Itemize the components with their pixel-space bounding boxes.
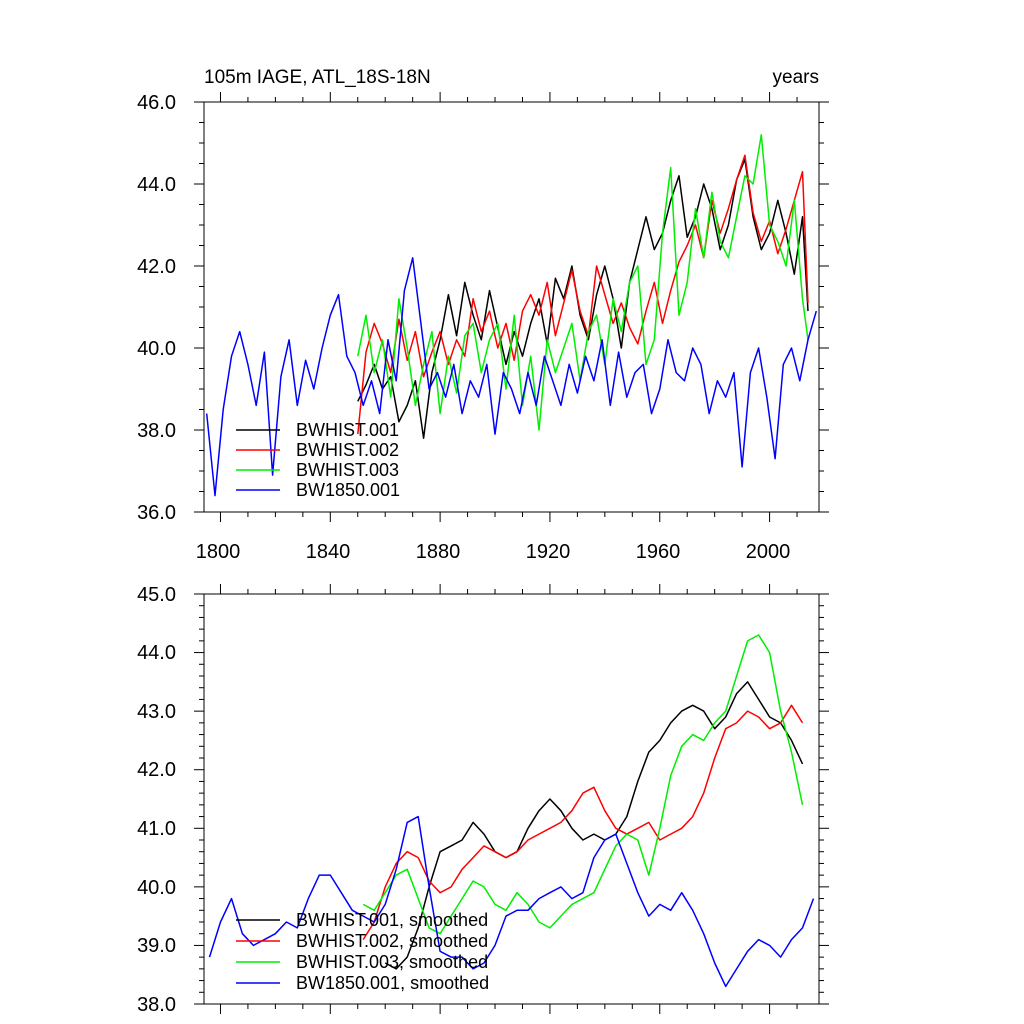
y-tick-label: 40.0 xyxy=(137,877,176,899)
y-tick-label: 38.0 xyxy=(137,994,176,1016)
legend-label-bwhist-002-smoothed: BWHIST.002, smoothed xyxy=(296,931,488,951)
top-panel: 105m IAGE, ATL_18S-18N years 46.0 44.0 4… xyxy=(137,67,829,563)
top-legend: BWHIST.001 BWHIST.002 BWHIST.003 BW1850.… xyxy=(236,420,400,500)
bottom-axis-ticks xyxy=(194,584,829,1014)
series-line-bwhist-003 xyxy=(357,134,809,431)
bottom-plot-frame xyxy=(203,593,820,1005)
y-tick-label: 43.0 xyxy=(137,701,176,723)
y-tick-label: 44.0 xyxy=(137,174,176,196)
legend-label-bw1850-001-smoothed: BW1850.001, smoothed xyxy=(296,973,489,993)
y-tick-label: 42.0 xyxy=(137,256,176,278)
legend-label-bwhist-002: BWHIST.002 xyxy=(296,440,399,460)
legend-label-bwhist-001: BWHIST.001 xyxy=(296,420,399,440)
y-tick-label: 39.0 xyxy=(137,935,176,957)
bottom-panel: 45.0 44.0 43.0 42.0 41.0 40.0 39.0 38.0 … xyxy=(137,584,829,1016)
y-tick-label: 36.0 xyxy=(137,502,176,524)
series-line-bw1850-001 xyxy=(205,257,818,497)
y-tick-label: 42.0 xyxy=(137,759,176,781)
legend-label-bwhist-001-smoothed: BWHIST.001, smoothed xyxy=(296,910,488,930)
legend-label-bwhist-003-smoothed: BWHIST.003, smoothed xyxy=(296,952,488,972)
y-tick-label: 40.0 xyxy=(137,338,176,360)
y-tick-label: 45.0 xyxy=(137,584,176,606)
y-tick-label: 41.0 xyxy=(137,818,176,840)
x-tick-label: 1880 xyxy=(416,541,461,563)
legend-label-bw1850-001: BW1850.001 xyxy=(296,480,400,500)
x-tick-label: 1920 xyxy=(526,541,571,563)
bottom-y-tick-labels: 45.0 44.0 43.0 42.0 41.0 40.0 39.0 38.0 xyxy=(137,584,176,1016)
y-tick-label: 46.0 xyxy=(137,92,176,114)
top-axis-ticks xyxy=(194,92,829,522)
bottom-series-lines xyxy=(208,634,815,988)
series-line-bwhist-001 xyxy=(357,158,809,439)
y-tick-label: 44.0 xyxy=(137,642,176,664)
bottom-legend: BWHIST.001, smoothed BWHIST.002, smoothe… xyxy=(236,910,489,993)
series-line-bw1850-001-smoothed xyxy=(208,815,815,988)
series-line-bwhist-002-smoothed xyxy=(362,704,804,940)
chart-title: 105m IAGE, ATL_18S-18N xyxy=(204,67,431,88)
y-tick-label: 38.0 xyxy=(137,420,176,442)
top-y-tick-labels: 46.0 44.0 42.0 40.0 38.0 36.0 xyxy=(137,92,176,524)
x-tick-label: 1800 xyxy=(196,541,241,563)
units-label: years xyxy=(773,67,819,88)
series-line-bwhist-001-smoothed xyxy=(384,681,804,970)
top-x-tick-labels: 1800 1840 1880 1920 1960 2000 xyxy=(196,541,791,563)
top-series-lines xyxy=(205,134,818,497)
x-tick-label: 1960 xyxy=(636,541,681,563)
x-tick-label: 1840 xyxy=(306,541,351,563)
x-tick-label: 2000 xyxy=(746,541,791,563)
legend-label-bwhist-003: BWHIST.003 xyxy=(296,460,399,480)
